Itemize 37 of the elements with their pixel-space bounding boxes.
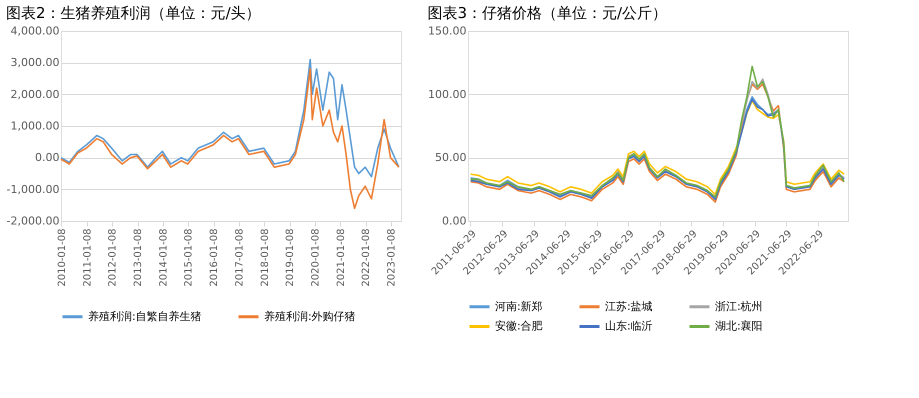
- x-tick-label: 2014-01-08: [158, 228, 170, 287]
- x-tick-label: 2013-01-08: [133, 228, 144, 287]
- line-series: [60, 68, 400, 210]
- x-tick-label: 2019-01-08: [285, 228, 296, 287]
- x-tick-label: 2018-01-08: [260, 228, 271, 287]
- x-tick-label: 2022-01-08: [361, 228, 372, 287]
- y-tick-label: 2,000.00: [10, 88, 60, 101]
- y-tick-label: 3,000.00: [10, 56, 60, 70]
- x-tick-label: 2021-01-08: [336, 228, 347, 287]
- y-tick-label: 4,000.00: [10, 24, 60, 38]
- y-tick-label: -2,000.00: [6, 214, 60, 228]
- y-tick-label: 50.00: [435, 151, 466, 164]
- y-tick-label: 0.00: [35, 151, 60, 164]
- y-tick-label: 100.00: [428, 88, 466, 101]
- legend-label: 养殖利润:自繁自养生猪: [88, 310, 202, 323]
- line-series: [60, 58, 400, 178]
- x-tick-label: 2011-01-08: [82, 228, 94, 287]
- legend-label: 河南:新郑: [495, 300, 543, 313]
- legend-label: 湖北:襄阳: [715, 320, 763, 332]
- y-tick-label: 150.00: [428, 24, 466, 38]
- legend-label: 江苏:盐城: [605, 300, 653, 313]
- legend-label: 山东:临沂: [605, 320, 653, 332]
- chart-title: 图表3：仔猪价格（单位：元/公斤）: [428, 4, 668, 22]
- x-tick-label: 2010-01-08: [56, 228, 68, 287]
- y-tick-label: -1,000.00: [6, 182, 60, 196]
- legend-label: 安徽:合肥: [495, 320, 543, 332]
- x-tick-label: 2017-01-08: [234, 228, 246, 287]
- x-tick-label: 2023-01-08: [386, 228, 398, 287]
- x-tick-label: 2020-01-08: [310, 228, 322, 287]
- y-tick-label: 0.00: [442, 214, 466, 228]
- legend-label: 养殖利润:外购仔猪: [264, 310, 356, 323]
- x-tick-label: 2012-01-08: [108, 228, 119, 287]
- chart-title: 图表2：生猪养殖利润（单位：元/头）: [6, 4, 261, 22]
- x-tick-label: 2016-01-08: [209, 228, 220, 287]
- y-tick-label: 1,000.00: [10, 120, 60, 132]
- legend-label: 浙江:杭州: [715, 300, 763, 313]
- x-tick-label: 2015-01-08: [184, 228, 195, 287]
